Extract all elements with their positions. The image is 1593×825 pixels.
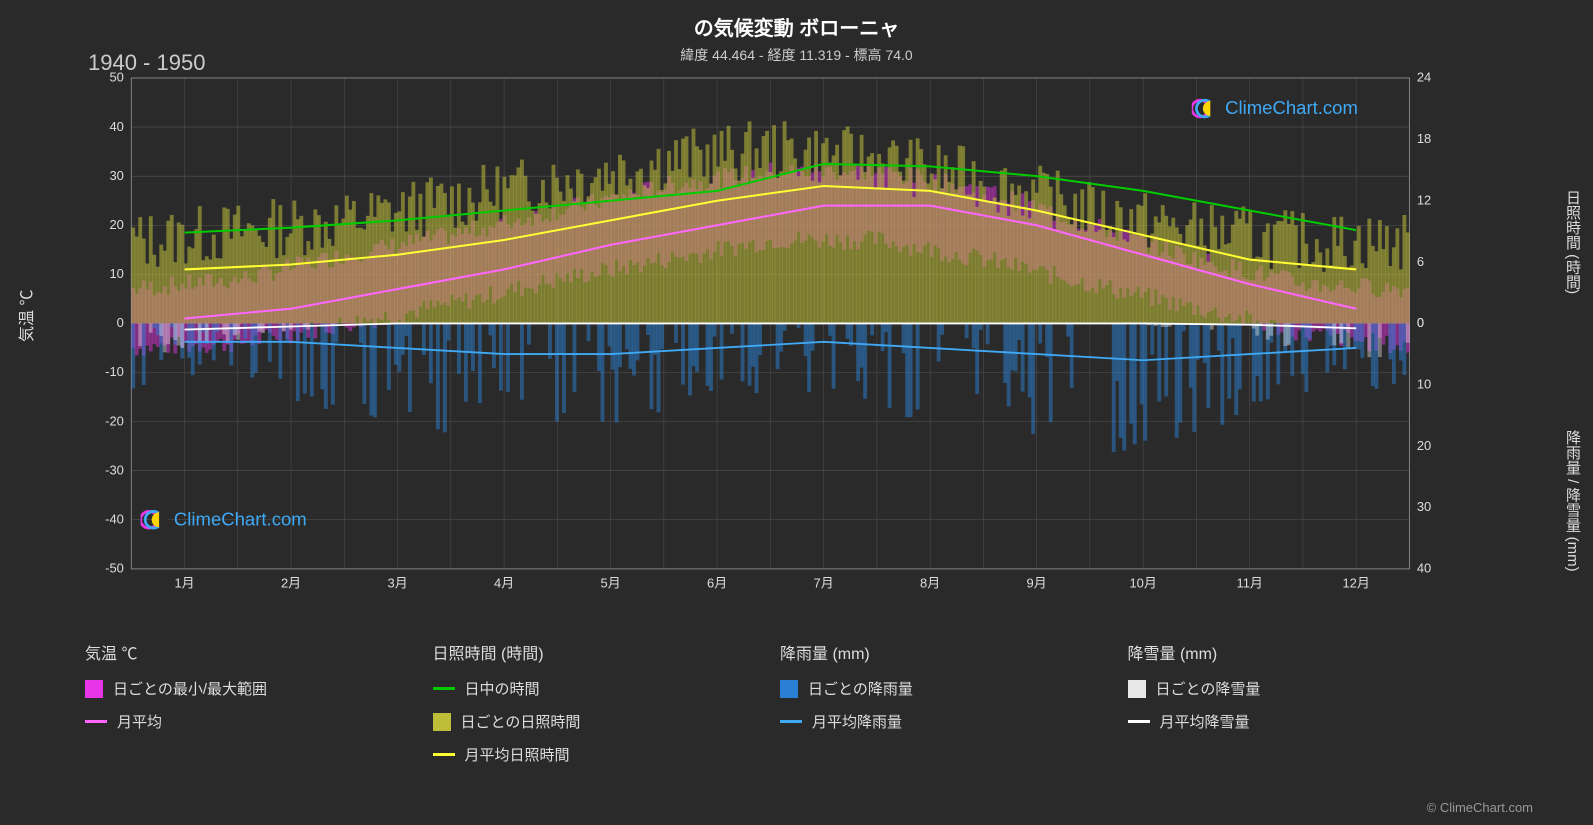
- legend-title-sun: 日照時間 (時間): [433, 640, 771, 664]
- svg-text:50: 50: [109, 70, 123, 85]
- svg-text:-30: -30: [105, 462, 124, 477]
- svg-text:40: 40: [109, 119, 123, 134]
- svg-text:18: 18: [1417, 131, 1431, 146]
- legend-item-sun-1: 日ごとの日照時間: [433, 711, 771, 732]
- legend-swatch-icon: [780, 680, 798, 698]
- svg-text:10: 10: [109, 266, 123, 281]
- svg-text:12月: 12月: [1342, 575, 1369, 590]
- legend-item-rain-0: 日ごとの降雨量: [780, 678, 1118, 699]
- legend-title-temp: 気温 ℃: [85, 640, 423, 664]
- brand-logo-icon: [141, 506, 169, 534]
- brand-logo-icon: [1192, 95, 1220, 123]
- legend: 気温 ℃ 日ごとの最小/最大範囲月平均 日照時間 (時間) 日中の時間日ごとの日…: [85, 640, 1465, 777]
- chart-svg: -50-40-30-20-100102030405006121824010203…: [85, 70, 1465, 600]
- svg-text:9月: 9月: [1027, 575, 1047, 590]
- chart-title: の気候変動 ボローニャ: [0, 0, 1593, 41]
- legend-item-label: 日中の時間: [465, 678, 540, 699]
- legend-item-label: 月平均: [117, 711, 162, 732]
- legend-swatch-icon: [433, 713, 451, 731]
- svg-text:30: 30: [1417, 499, 1431, 514]
- legend-item-temp-0: 日ごとの最小/最大範囲: [85, 678, 423, 699]
- legend-swatch-icon: [433, 753, 455, 756]
- copyright: © ClimeChart.com: [1427, 800, 1533, 815]
- legend-item-label: 月平均降雨量: [812, 711, 902, 732]
- legend-swatch-icon: [1128, 720, 1150, 723]
- svg-text:7月: 7月: [814, 575, 834, 590]
- legend-swatch-icon: [85, 680, 103, 698]
- svg-text:-10: -10: [105, 364, 124, 379]
- svg-text:11月: 11月: [1236, 575, 1262, 590]
- legend-item-snow-0: 日ごとの降雪量: [1128, 678, 1466, 699]
- svg-text:12: 12: [1417, 192, 1431, 207]
- brand-logo-bottom: ClimeChart.com: [141, 506, 359, 534]
- svg-text:3月: 3月: [387, 575, 407, 590]
- svg-text:40: 40: [1417, 561, 1431, 576]
- brand-name: ClimeChart.com: [1225, 98, 1358, 119]
- brand-logo-top: ClimeChart.com: [1192, 95, 1410, 123]
- svg-text:-40: -40: [105, 511, 124, 526]
- legend-col-snow: 降雪量 (mm) 日ごとの降雪量月平均降雪量: [1128, 640, 1466, 777]
- chart-subtitle: 緯度 44.464 - 経度 11.319 - 標高 74.0: [0, 41, 1593, 65]
- legend-item-temp-1: 月平均: [85, 711, 423, 732]
- legend-item-label: 日ごとの最小/最大範囲: [113, 678, 267, 699]
- svg-text:-20: -20: [105, 413, 124, 428]
- svg-text:10月: 10月: [1129, 575, 1156, 590]
- svg-text:20: 20: [1417, 438, 1431, 453]
- svg-text:5月: 5月: [601, 575, 621, 590]
- svg-text:-50: -50: [105, 561, 124, 576]
- svg-text:10: 10: [1417, 376, 1431, 391]
- svg-text:6月: 6月: [707, 575, 727, 590]
- svg-text:6: 6: [1417, 254, 1424, 269]
- brand-name: ClimeChart.com: [174, 509, 307, 530]
- legend-title-rain: 降雨量 (mm): [780, 640, 1118, 664]
- svg-text:4月: 4月: [494, 575, 514, 590]
- svg-text:24: 24: [1417, 70, 1431, 85]
- y-axis-right-sun-label: 日照時間 (時間): [1562, 190, 1583, 294]
- legend-col-sun: 日照時間 (時間) 日中の時間日ごとの日照時間月平均日照時間: [433, 640, 771, 777]
- legend-item-snow-1: 月平均降雪量: [1128, 711, 1466, 732]
- y-axis-right-precip-label: 降雨量 / 降雪量 (mm): [1562, 430, 1583, 572]
- svg-text:2月: 2月: [281, 575, 301, 590]
- legend-item-sun-0: 日中の時間: [433, 678, 771, 699]
- legend-item-label: 日ごとの降雨量: [808, 678, 913, 699]
- legend-item-label: 日ごとの日照時間: [461, 711, 581, 732]
- legend-swatch-icon: [780, 720, 802, 723]
- svg-text:30: 30: [109, 168, 123, 183]
- legend-item-sun-2: 月平均日照時間: [433, 744, 771, 765]
- svg-text:8月: 8月: [920, 575, 940, 590]
- svg-text:1月: 1月: [174, 575, 194, 590]
- legend-item-label: 日ごとの降雪量: [1156, 678, 1261, 699]
- legend-item-label: 月平均日照時間: [465, 744, 570, 765]
- legend-item-label: 月平均降雪量: [1160, 711, 1250, 732]
- svg-text:0: 0: [117, 315, 124, 330]
- legend-col-temp: 気温 ℃ 日ごとの最小/最大範囲月平均: [85, 640, 423, 777]
- y-axis-left-label: 気温 ℃: [13, 290, 37, 342]
- legend-swatch-icon: [433, 687, 455, 690]
- chart-plot: -50-40-30-20-100102030405006121824010203…: [85, 70, 1465, 600]
- legend-title-snow: 降雪量 (mm): [1128, 640, 1466, 664]
- legend-swatch-icon: [85, 720, 107, 723]
- legend-item-rain-1: 月平均降雨量: [780, 711, 1118, 732]
- legend-swatch-icon: [1128, 680, 1146, 698]
- svg-text:20: 20: [109, 217, 123, 232]
- legend-col-rain: 降雨量 (mm) 日ごとの降雨量月平均降雨量: [780, 640, 1118, 777]
- svg-text:0: 0: [1417, 315, 1424, 330]
